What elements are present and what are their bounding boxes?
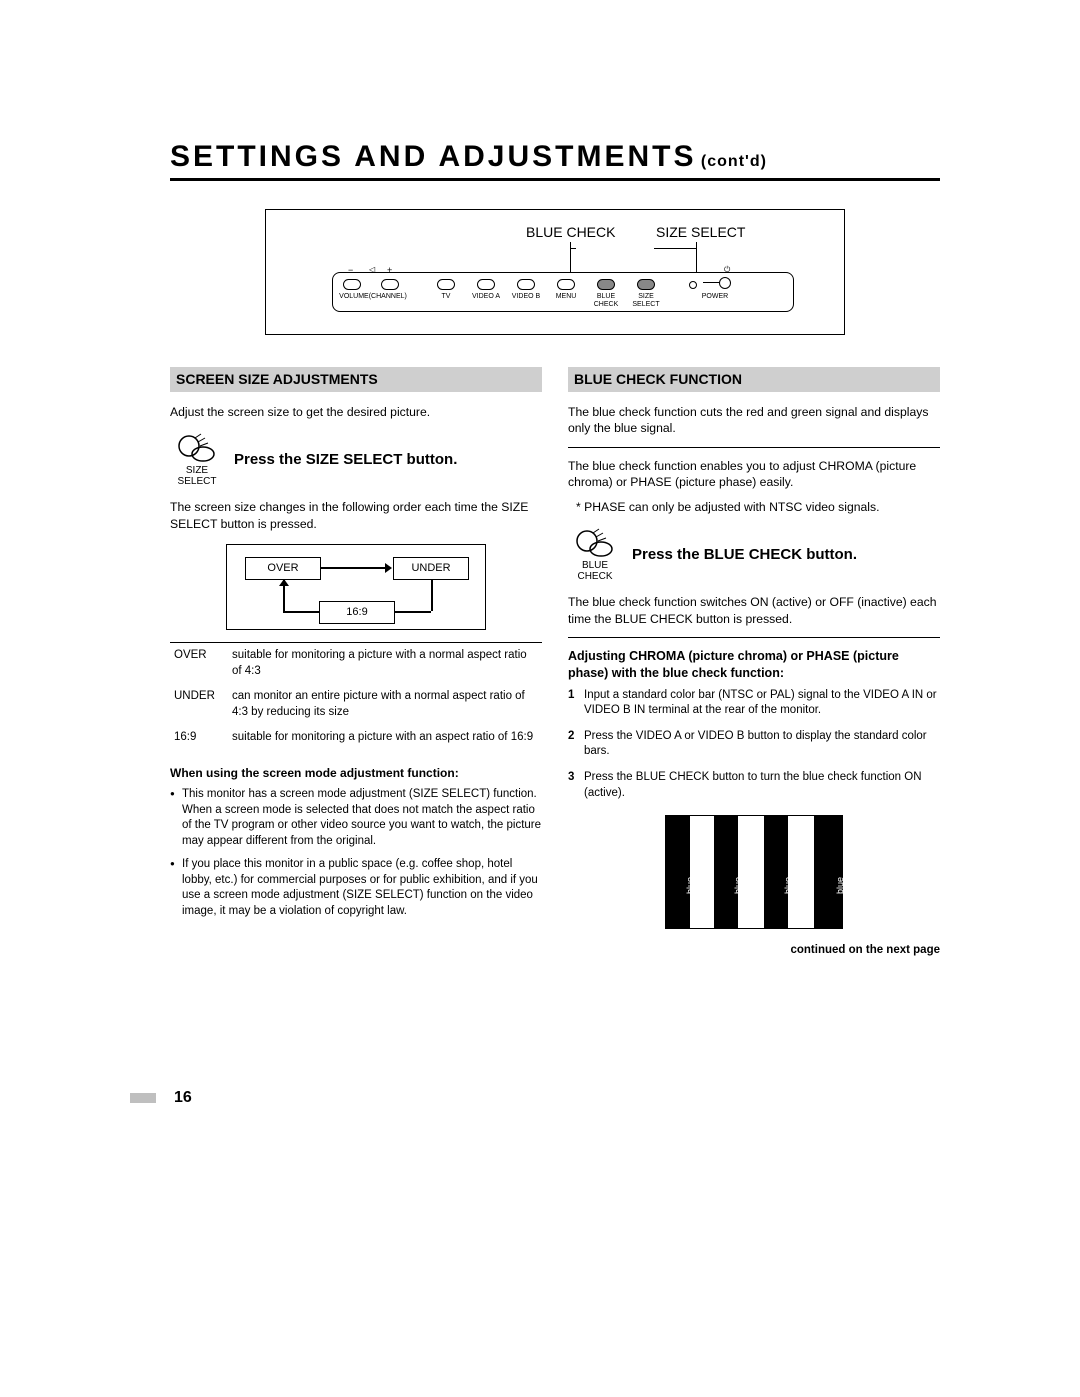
leader-line <box>570 248 576 249</box>
arrow-icon <box>279 579 289 586</box>
panel-label-power: POWER <box>695 293 735 301</box>
page-number: 16 <box>174 1089 192 1107</box>
panel-label-size: SIZE SELECT <box>629 293 663 309</box>
def-val: can monitor an entire picture with a nor… <box>228 684 542 725</box>
panel-btn-video-b <box>517 279 535 290</box>
bar-label: blue <box>782 877 794 894</box>
minus-icon: − <box>348 265 353 275</box>
cycle-node-over: OVER <box>245 557 321 580</box>
press-text-size: Press the SIZE SELECT button. <box>234 451 457 469</box>
leader-line <box>696 242 697 272</box>
page-title: SETTINGS AND ADJUSTMENTS <box>170 140 696 173</box>
screen-size-intro: Adjust the screen size to get the desire… <box>170 404 542 420</box>
power-icon: ⏻ <box>724 265 730 275</box>
section-heading-screen-size: SCREEN SIZE ADJUSTMENTS <box>170 367 542 392</box>
press-icon-size-select: SIZE SELECT <box>170 432 224 487</box>
panel-btn-volume-plus <box>381 279 399 290</box>
note-item: This monitor has a screen mode adjustmen… <box>170 787 542 849</box>
step-item: 2Press the VIDEO A or VIDEO B button to … <box>568 729 940 760</box>
notes-list: This monitor has a screen mode adjustmen… <box>170 787 542 919</box>
panel-label-blue: BLUE CHECK <box>589 293 623 309</box>
blue-p2: The blue check function enables you to a… <box>568 458 940 491</box>
divider <box>568 447 940 448</box>
front-panel-diagram: BLUE CHECK SIZE SELECT − ◁ + VOLUME(CHAN… <box>265 209 845 335</box>
panel-label-video-b: VIDEO B <box>509 293 543 301</box>
step-text: Press the BLUE CHECK button to turn the … <box>584 771 922 799</box>
step-text: Press the VIDEO A or VIDEO B button to d… <box>584 730 927 758</box>
bar <box>764 816 788 928</box>
panel-label-tv: TV <box>431 293 461 301</box>
panel-power-switch <box>719 277 731 289</box>
press-blue-check-row: BLUE CHECK Press the BLUE CHECK button. <box>568 527 940 582</box>
plus-icon: + <box>387 265 392 275</box>
cycle-intro: The screen size changes in the following… <box>170 499 542 532</box>
panel-button-row: − ◁ + VOLUME(CHANNEL) TV VIDEO A VIDEO B… <box>332 272 794 312</box>
table-row: 16:9 suitable for monitoring a picture w… <box>170 725 542 751</box>
cycle-arrow <box>321 567 385 569</box>
bar <box>714 816 738 928</box>
arrow-icon <box>385 563 392 573</box>
size-cycle-diagram: OVER UNDER 16:9 <box>226 544 486 630</box>
panel-label-video-a: VIDEO A <box>469 293 503 301</box>
def-key: 16:9 <box>170 725 228 751</box>
cycle-node-under: UNDER <box>393 557 469 580</box>
panel-btn-menu <box>557 279 575 290</box>
step-text: Input a standard color bar (NTSC or PAL)… <box>584 689 937 717</box>
step-item: 1Input a standard color bar (NTSC or PAL… <box>568 688 940 719</box>
bar-label: blue <box>684 877 696 894</box>
press-caption-size: SIZE SELECT <box>170 465 224 487</box>
panel-label-menu: MENU <box>551 293 581 301</box>
bar-label: blue <box>732 877 744 894</box>
section-heading-blue-check: BLUE CHECK FUNCTION <box>568 367 940 392</box>
def-val: suitable for monitoring a picture with a… <box>228 643 542 685</box>
panel-label-volume: VOLUME(CHANNEL) <box>333 293 413 301</box>
bar-label: blue <box>834 877 846 894</box>
step-item: 3Press the BLUE CHECK button to turn the… <box>568 770 940 801</box>
cycle-arrow <box>395 611 431 613</box>
page-title-block: SETTINGS AND ADJUSTMENTS (cont'd) <box>170 140 940 181</box>
blue-p2-note: * PHASE can only be adjusted with NTSC v… <box>568 499 940 515</box>
bar <box>666 816 690 928</box>
size-definitions-table: OVER suitable for monitoring a picture w… <box>170 642 542 751</box>
page-number-bar <box>130 1093 156 1103</box>
steps-list: 1Input a standard color bar (NTSC or PAL… <box>568 688 940 801</box>
page-number-block: 16 <box>130 1089 192 1107</box>
def-key: UNDER <box>170 684 228 725</box>
panel-btn-volume-minus <box>343 279 361 290</box>
panel-btn-blue-check <box>597 279 615 290</box>
table-row: OVER suitable for monitoring a picture w… <box>170 643 542 685</box>
panel-label-blue-check: BLUE CHECK <box>526 224 615 240</box>
def-val: suitable for monitoring a picture with a… <box>228 725 542 751</box>
panel-label-size-select: SIZE SELECT <box>656 224 745 240</box>
panel-power-line <box>703 282 719 283</box>
table-row: UNDER can monitor an entire picture with… <box>170 684 542 725</box>
continued-note: continued on the next page <box>568 943 940 959</box>
tri-icon: ◁ <box>369 265 375 274</box>
leader-line <box>570 242 571 272</box>
left-column: SCREEN SIZE ADJUSTMENTS Adjust the scree… <box>170 367 542 959</box>
divider <box>568 637 940 638</box>
cycle-arrow <box>283 611 319 613</box>
panel-btn-video-a <box>477 279 495 290</box>
def-key: OVER <box>170 643 228 685</box>
cycle-arrow <box>431 579 433 611</box>
panel-btn-tv <box>437 279 455 290</box>
cycle-node-wide: 16:9 <box>319 601 395 624</box>
note-heading: When using the screen mode adjustment fu… <box>170 765 542 781</box>
press-text-blue: Press the BLUE CHECK button. <box>632 546 857 564</box>
leader-line <box>654 248 696 249</box>
page-title-suffix: (cont'd) <box>701 153 767 170</box>
blue-p1: The blue check function cuts the red and… <box>568 404 940 437</box>
adjust-heading: Adjusting CHROMA (picture chroma) or PHA… <box>568 648 940 682</box>
panel-power-led <box>689 281 697 289</box>
press-size-select-row: SIZE SELECT Press the SIZE SELECT button… <box>170 432 542 487</box>
blue-bars-figure: blue blue blue blue <box>665 815 843 929</box>
blue-p3: The blue check function switches ON (act… <box>568 594 940 627</box>
press-icon-blue-check: BLUE CHECK <box>568 527 622 582</box>
press-caption-blue: BLUE CHECK <box>568 560 622 582</box>
note-item: If you place this monitor in a public sp… <box>170 857 542 919</box>
right-column: BLUE CHECK FUNCTION The blue check funct… <box>568 367 940 959</box>
bar <box>814 816 842 928</box>
panel-btn-size-select <box>637 279 655 290</box>
